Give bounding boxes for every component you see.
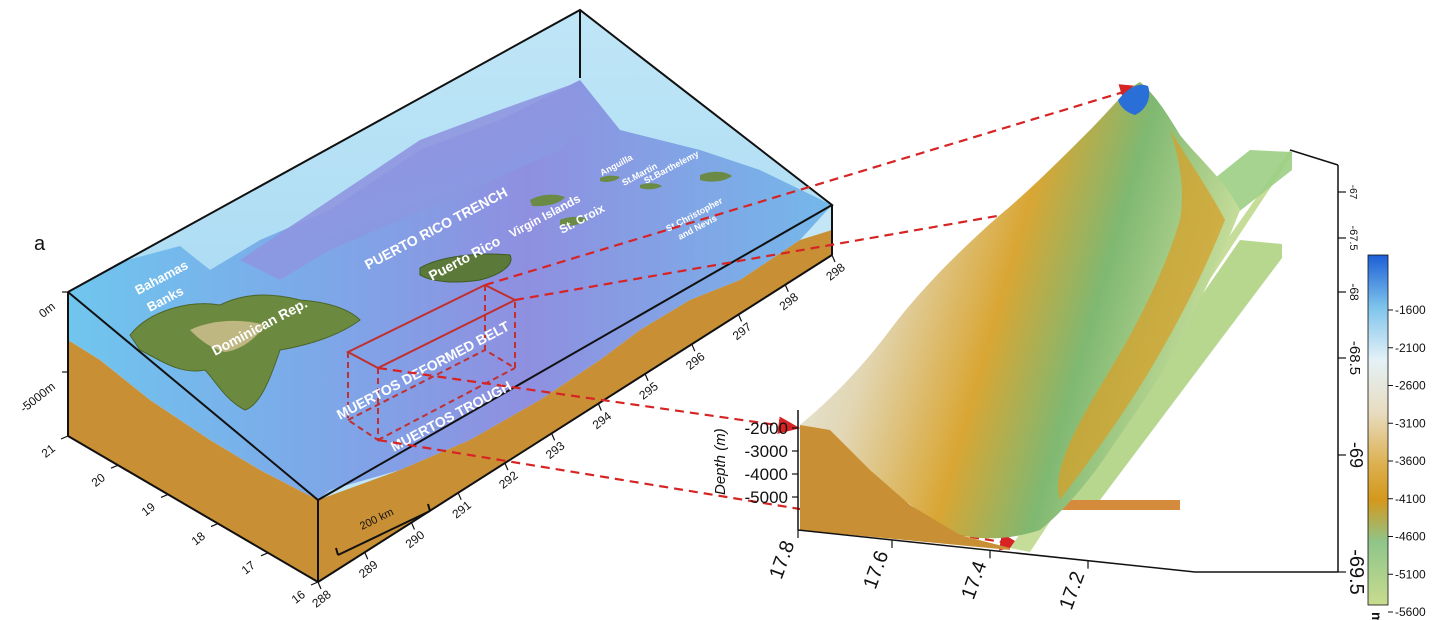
zoom-depth-tick-label: -5000: [745, 488, 788, 507]
block-lon-tick: [644, 373, 649, 382]
block-lon-tick: [410, 522, 416, 530]
colorbar-ramp: [1367, 254, 1389, 606]
zoom-lon-tick-label: -69: [1346, 442, 1366, 468]
st-barthelemy-island: [640, 183, 662, 190]
zoom-sediment-front: [800, 425, 1010, 550]
colorbar-tick-label: -5100: [1395, 567, 1426, 581]
block-lon-tick-label: 290: [403, 528, 428, 552]
colorbar-tick-label: -3100: [1395, 416, 1426, 430]
depth-colorbar: -1600 -2100 -2600 -3100 -3600 -4100 -4600 -5100…: [1367, 254, 1426, 620]
hispaniola-highlands: [190, 320, 265, 352]
virgin-islands: [530, 194, 565, 207]
block-lat-tick-label: 19: [139, 500, 158, 519]
block-lon-tick: [831, 254, 836, 263]
block-lon-tick: [504, 462, 509, 471]
block-lon-tick: [784, 284, 789, 292]
zoom-lon-tick-label: -69.5: [1345, 549, 1367, 595]
zoom-lon-tick-label: -68.5: [1346, 341, 1363, 375]
block-lat-tick: [210, 523, 219, 528]
regional-block-diagram: 200 km Bahamas Banks Dominican Rep. Puer…: [17, 8, 848, 611]
zoom-lat-tick-label: 17.6: [859, 548, 893, 592]
zoom-depth-tick-label: -3000: [745, 442, 788, 461]
colorbar-tick-label: -2100: [1395, 341, 1426, 355]
block-lat-tick: [260, 552, 269, 557]
arrow-upper-middle: [514, 210, 1021, 302]
hispaniola-island: [129, 294, 361, 411]
st-kitts-island: [700, 171, 732, 182]
block-lon-tick: [551, 433, 556, 441]
block-lon-tick-label: 288: [309, 587, 334, 611]
block-lon-tick: [597, 403, 602, 411]
block-lon-tick-label: 298: [823, 260, 848, 284]
block-lat-tick-label: 16: [289, 587, 308, 606]
zoom-lon-tick-label: -68: [1347, 283, 1361, 301]
colorbar-unit: m: [1369, 612, 1385, 620]
arrow-top: [484, 84, 1143, 287]
colorbar-tick-label: -2600: [1395, 379, 1426, 393]
zoom-lon-ticks: -69.5 -69 -68.5 -68 -67.5 -67: [1338, 185, 1367, 595]
zoom-lat-tick-label: 17.2: [1055, 569, 1089, 613]
colorbar-tick-label: -5600: [1395, 605, 1426, 619]
block-lon-tick-label: 292: [496, 468, 521, 492]
colorbar-tick-label: -4100: [1395, 492, 1426, 506]
zoom-lat-tick-label: 17.4: [957, 558, 991, 602]
colorbar-tick-label: -3600: [1395, 454, 1426, 468]
zoom-lon-tick-label: -67.5: [1347, 225, 1359, 250]
colorbar-tick-label: -4600: [1395, 530, 1426, 544]
block-lon-tick: [457, 492, 462, 501]
zoom-lat-tick-label: 17.8: [765, 538, 799, 582]
zoom-depth-tick-label: -2000: [745, 419, 788, 438]
block-frame-bottom-left: [67, 435, 319, 583]
trench-ridge: [240, 85, 600, 280]
sediment-front: [68, 340, 318, 582]
zoom-depth-ticks: -2000 -3000 -4000 -5000: [745, 419, 798, 507]
block-depth-tick-label: -5000m: [17, 379, 58, 415]
block-lon-tick: [691, 343, 696, 352]
block-lat-tick-label: 21: [39, 441, 58, 460]
block-lat-tick: [60, 435, 69, 440]
block-lon-tick: [317, 581, 322, 590]
panel-label: a: [34, 233, 46, 255]
zoom-block-diagram: Depth (m) -2000-3000-4000-5000 17.8 17.6 1…: [712, 82, 1367, 613]
block-lon-tick: [737, 314, 743, 322]
zoom-back-top-edge: [1289, 149, 1339, 166]
zoom-shelf-lower-edge: [1060, 500, 1180, 510]
block-lon-tick-label: 298: [777, 290, 802, 314]
zoom-depth-axis-label: Depth (m): [712, 428, 729, 495]
st-croix-island: [560, 216, 588, 226]
sediment-right: [318, 230, 832, 582]
zoom-relief-ridge: [1058, 130, 1225, 500]
arrow-middle: [377, 366, 801, 434]
block-lat-tick: [310, 581, 319, 586]
zoom-relief: [800, 82, 1240, 539]
block-depth-tick-label: 0m: [36, 299, 58, 320]
zoom-lon-tick-label: -67: [1347, 185, 1358, 200]
puerto-rico-island: [419, 253, 512, 283]
zoom-lat-axis: [797, 529, 1196, 573]
zoom-depth-tick-label: -4000: [745, 465, 788, 484]
anguilla-island: [600, 175, 620, 182]
block-lon-tick-label: 297: [730, 319, 755, 343]
block-lon-tick-label: 295: [636, 379, 661, 403]
block-lat-tick-label: 18: [189, 529, 208, 548]
block-lon-tick-label: 296: [683, 349, 708, 373]
block-lon-tick-label: 291: [450, 498, 475, 522]
block-lat-tick: [110, 464, 119, 469]
block-lat-tick-label: 17: [239, 558, 258, 577]
block-lon-tick: [364, 552, 369, 560]
block-depth-ticks: 0m -5000m: [17, 291, 68, 415]
block-lon-tick-label: 293: [543, 438, 568, 462]
zoom-relief-peak: [1118, 84, 1150, 115]
block-lat-tick: [160, 493, 169, 498]
block-lon-tick-label: 289: [356, 557, 381, 581]
block-lon-tick-label: 294: [590, 409, 615, 433]
block-lat-tick-label: 20: [89, 470, 108, 489]
colorbar-tick-label: -1600: [1395, 303, 1426, 317]
block-frame-bottom-right: [317, 254, 833, 583]
zoom-lat-ticks: 17.8 17.6 17.4 17.2: [765, 530, 1089, 613]
colorbar-ticks: -1600 -2100 -2600 -3100 -3600 -4100 -4600 -5100…: [1388, 303, 1426, 619]
